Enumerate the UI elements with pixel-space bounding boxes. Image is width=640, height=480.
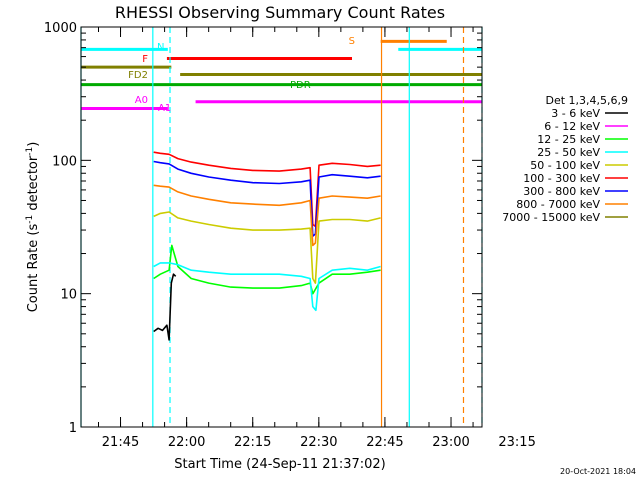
series-line <box>153 273 177 341</box>
ylabel-end: ) <box>26 142 41 147</box>
legend-entry-label: 25 - 50 keV <box>537 146 600 159</box>
series-line <box>153 244 381 295</box>
series-lines <box>153 151 381 341</box>
series-line <box>153 151 381 228</box>
legend-entry-label: 6 - 12 keV <box>544 120 600 133</box>
flag-annotation: A0 <box>135 95 148 106</box>
chart-title: RHESSI Observing Summary Count Rates <box>115 3 445 22</box>
legend-entry-label: 3 - 6 keV <box>551 107 600 120</box>
series-line <box>153 184 381 247</box>
ylabel-sup2: -1 <box>25 147 35 156</box>
ylabel-sup1: -1 <box>25 215 35 224</box>
ylabel-mid: detector <box>26 155 41 215</box>
y-axis-title: Count Rate (s-1 detector-1) <box>25 142 41 313</box>
legend-entry-label: 300 - 800 keV <box>523 185 600 198</box>
flag-annotation: S <box>349 36 355 47</box>
y-tick-label: 1 <box>69 421 77 436</box>
legend-entry-label: 100 - 300 keV <box>523 172 600 185</box>
y-tick-label: 1000 <box>44 21 77 36</box>
series-line <box>153 262 381 312</box>
footer-timestamp: 20-Oct-2021 18:04 <box>560 467 636 476</box>
legend-entry-label: 800 - 7000 keV <box>516 198 600 211</box>
legend-entry-label: 50 - 100 keV <box>530 159 600 172</box>
flag-annotation: A1 <box>158 103 171 114</box>
annotations: NF FD2 A0 A1 S PDR <box>128 36 355 114</box>
x-tick-label: 23:15 <box>498 435 535 450</box>
x-tick-label: 23:00 <box>432 435 469 450</box>
flag-lines <box>81 39 482 110</box>
legend-entry-label: 7000 - 15000 keV <box>502 211 600 224</box>
y-tick-label: 100 <box>52 154 77 169</box>
vertical-markers <box>80 27 483 427</box>
x-tick-label: 22:45 <box>366 435 403 450</box>
series-line <box>153 211 381 284</box>
series-line <box>153 160 381 237</box>
y-tick-label: 10 <box>60 288 77 303</box>
flag-annotation: PDR <box>290 80 311 91</box>
legend-entry-label: 12 - 25 keV <box>537 133 600 146</box>
x-axis-title: Start Time (24-Sep-11 21:37:02) <box>174 457 385 472</box>
x-tick-label: 22:30 <box>300 435 337 450</box>
x-tick-label: 22:15 <box>234 435 271 450</box>
y-ticks: 1 10 100 1000 <box>44 21 482 436</box>
flag-annotation: N <box>157 42 164 53</box>
x-tick-label: 22:00 <box>168 435 205 450</box>
x-tick-label: 21:45 <box>102 435 139 450</box>
flag-annotation: F <box>142 54 148 65</box>
plot-frame <box>80 26 483 428</box>
flag-annotation: FD2 <box>128 70 148 81</box>
legend-title: Det 1,3,4,5,6,9 <box>545 94 628 107</box>
x-ticks: 21:45 22:00 22:15 22:30 22:45 23:00 23:15 <box>97 27 536 450</box>
ylabel-main: Count Rate (s <box>26 224 41 313</box>
